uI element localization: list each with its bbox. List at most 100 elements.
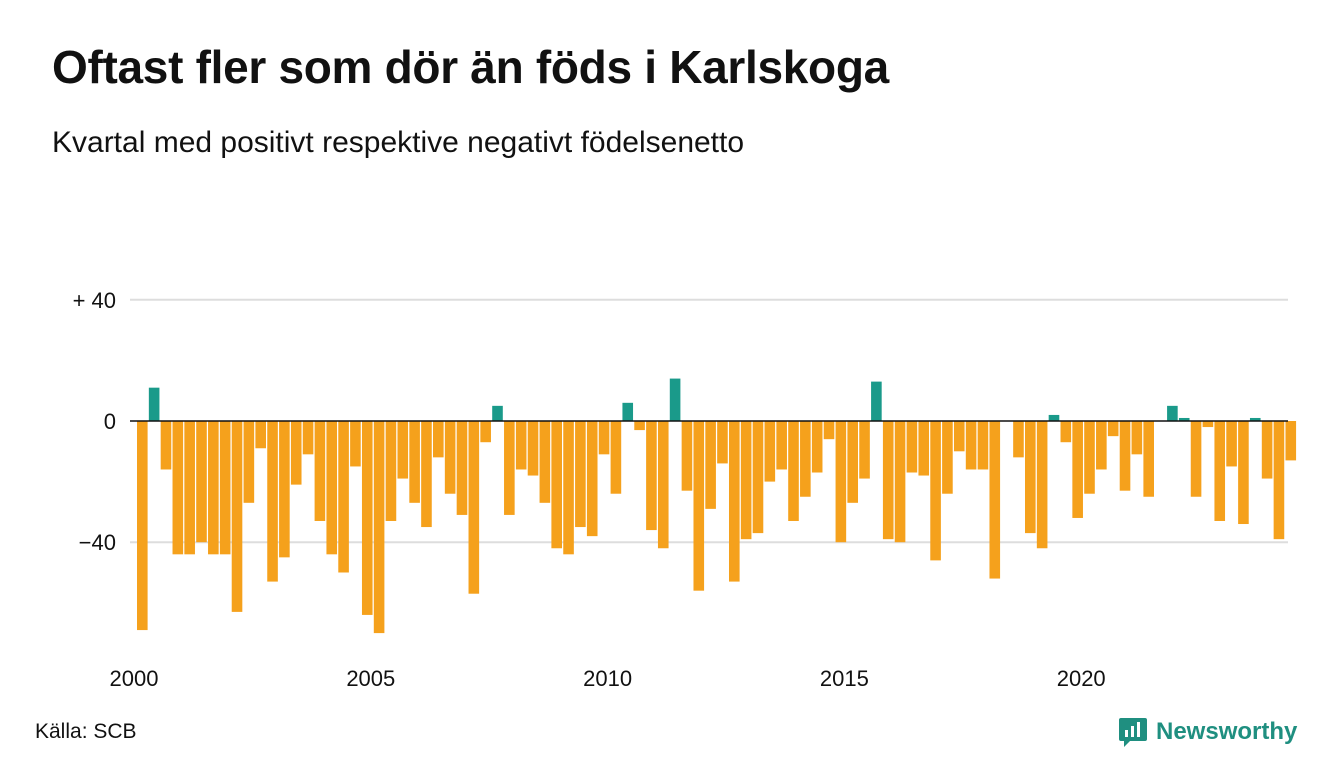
y-tick-label: −40: [79, 530, 116, 555]
y-axis: + 40 0 −40: [73, 288, 116, 555]
bar: [811, 421, 823, 473]
bar: [1167, 405, 1178, 421]
bar: [456, 421, 468, 515]
x-tick-label: 2015: [820, 666, 869, 691]
bar: [918, 421, 930, 476]
bar: [693, 421, 705, 591]
bar: [196, 421, 207, 543]
bar: [894, 421, 906, 543]
bar: [373, 421, 385, 634]
bar: [314, 421, 326, 521]
bar: [338, 421, 349, 573]
bar: [953, 421, 965, 452]
bar: [1036, 421, 1048, 549]
bar: [906, 421, 918, 473]
bar: [255, 421, 266, 449]
bar: [160, 421, 172, 470]
bar: [184, 421, 195, 555]
bar: [740, 421, 752, 540]
bar: [1226, 421, 1237, 467]
bar: [361, 421, 373, 615]
bar: [717, 421, 728, 464]
bar: [231, 421, 243, 612]
bar: [1238, 421, 1249, 525]
bar: [752, 421, 764, 534]
bar: [575, 421, 586, 528]
bar: [1013, 421, 1024, 458]
bar: [586, 421, 598, 537]
bar: [468, 421, 480, 594]
bar: [350, 421, 361, 467]
x-axis: 2000 2005 2010 2015 2020: [110, 666, 1106, 691]
bar: [634, 421, 645, 431]
bar: [1190, 421, 1202, 497]
bar: [1096, 421, 1107, 470]
chart-subtitle: Kvartal med positivt respektive negativt…: [52, 126, 745, 159]
bar: [1131, 421, 1143, 455]
bar: [137, 421, 148, 631]
bar: [504, 421, 515, 515]
bar: [409, 421, 420, 503]
bar: [539, 421, 551, 503]
bar: [1178, 417, 1190, 421]
bar: [977, 421, 989, 470]
source-note: Källa: SCB: [35, 720, 137, 743]
bar: [989, 421, 1001, 579]
bar: [657, 421, 669, 549]
bar: [1249, 417, 1261, 421]
bar: [930, 421, 941, 561]
bar: [302, 421, 314, 455]
bar: [172, 421, 184, 555]
bar: [527, 421, 539, 476]
bar: [1273, 421, 1285, 540]
bar: [480, 421, 491, 443]
bar: [1048, 414, 1060, 421]
bar: [267, 421, 278, 582]
bar: [385, 421, 397, 521]
bar: [823, 421, 835, 440]
bar: [397, 421, 409, 479]
y-tick-label: 0: [104, 409, 116, 434]
bar: [681, 421, 693, 491]
y-tick-label: + 40: [73, 288, 116, 313]
x-tick-label: 2005: [346, 666, 395, 691]
bar: [444, 421, 456, 494]
bar: [646, 421, 657, 531]
bar: [847, 421, 858, 503]
bar: [551, 421, 562, 549]
bar: [1084, 421, 1095, 494]
bars: [137, 378, 1297, 634]
bar: [1025, 421, 1036, 534]
bar: [219, 421, 231, 555]
bar: [1072, 421, 1083, 518]
bar: [1107, 421, 1119, 437]
bar: [421, 421, 432, 528]
bar: [1143, 421, 1154, 497]
bar: [279, 421, 290, 558]
bar: [705, 421, 716, 509]
newsworthy-logo-icon: [1118, 716, 1148, 748]
bar: [1119, 421, 1131, 491]
bar: [610, 421, 622, 494]
chart-title: Oftast fler som dör än föds i Karlskoga: [52, 41, 889, 93]
bar: [859, 421, 870, 479]
x-tick-label: 2020: [1057, 666, 1106, 691]
bar: [622, 402, 634, 421]
bar: [1202, 421, 1214, 428]
bar: [871, 381, 882, 421]
bar: [598, 421, 610, 455]
bar: [1285, 421, 1297, 461]
bar: [882, 421, 894, 540]
bar: [776, 421, 787, 470]
bar: [800, 421, 811, 497]
x-tick-label: 2000: [110, 666, 159, 691]
bar: [788, 421, 799, 521]
bar: [729, 421, 740, 582]
x-tick-label: 2010: [583, 666, 632, 691]
bar: [208, 421, 219, 555]
bar: [433, 421, 444, 458]
grid-lines: [130, 298, 1288, 544]
bar: [326, 421, 338, 555]
bar: [1261, 421, 1273, 479]
